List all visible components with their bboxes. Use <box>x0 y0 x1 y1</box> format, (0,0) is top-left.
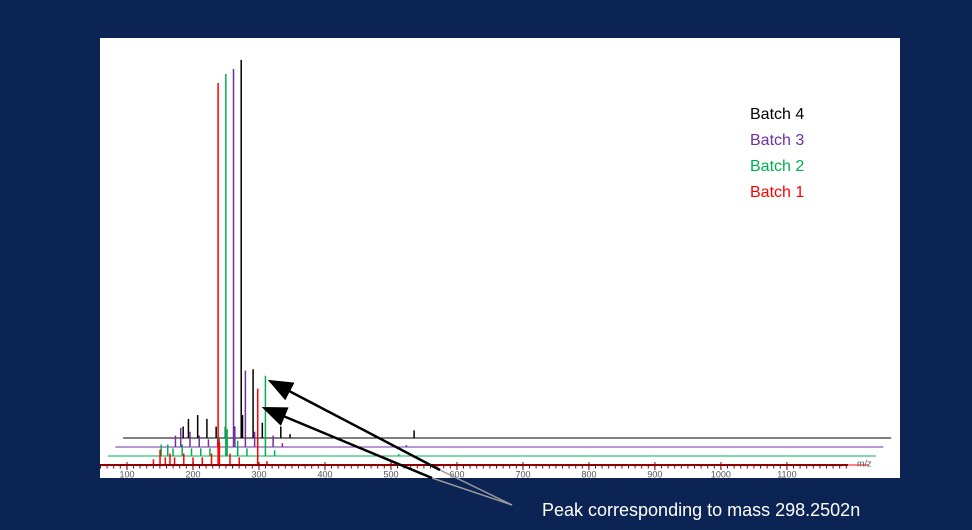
annotation-arrows <box>261 379 513 506</box>
x-tick-label: 1100 <box>777 469 796 479</box>
x-tick-label: 400 <box>317 469 332 479</box>
x-tick-label: 1000 <box>711 469 731 479</box>
x-tick-label: 900 <box>647 469 662 479</box>
leader-line <box>431 477 513 506</box>
x-tick-label: 600 <box>449 469 464 479</box>
plot: 100 200 300 400 500 600 700 800 900 1000 1100 m/z Ba… <box>100 59 892 479</box>
arrow <box>267 379 441 472</box>
x-tick-label: 800 <box>581 469 596 479</box>
legend-entry: Batch 1 <box>750 184 804 201</box>
chart-panel <box>100 38 900 478</box>
arrow <box>261 406 433 480</box>
legend-entry: Batch 3 <box>750 132 804 149</box>
x-tick-label: 500 <box>383 469 398 479</box>
annotation: Peak corresponding to mass 298.2502n <box>542 500 860 520</box>
x-tick-label: 200 <box>186 469 201 479</box>
x-tick-label: 700 <box>515 469 530 479</box>
legend-entry: Batch 2 <box>750 158 804 175</box>
x-tick-label: 100 <box>120 469 135 479</box>
leader-line <box>439 469 513 506</box>
x-tick-label: 300 <box>252 469 267 479</box>
x-axis-label: m/z <box>857 458 872 468</box>
legend-entry: Batch 4 <box>750 106 804 123</box>
